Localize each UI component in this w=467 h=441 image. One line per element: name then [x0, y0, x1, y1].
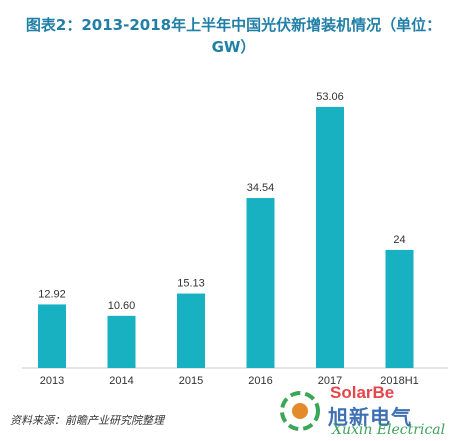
- tick-label-2017: 2017: [318, 375, 342, 387]
- bar-2017: [316, 106, 344, 368]
- watermark-solarbe: SolarBe: [330, 383, 395, 402]
- value-label-2013: 12.92: [38, 288, 66, 300]
- chart-title-line1: 图表2：2013-2018年上半年中国光伏新增装机情况（单位：: [25, 16, 442, 34]
- bar-2016: [246, 198, 275, 368]
- chart-title: 图表2：2013-2018年上半年中国光伏新增装机情况（单位： GW）: [0, 14, 467, 58]
- watermark-cn: 旭新电气: [328, 405, 412, 429]
- value-label-2014: 10.60: [108, 300, 136, 312]
- watermark-logo-icon: [280, 391, 320, 431]
- tick-label-2013: 2013: [40, 375, 64, 387]
- value-label-2016: 34.54: [247, 182, 275, 194]
- bar-2013: [38, 304, 66, 368]
- value-label-2015: 15.13: [177, 278, 205, 290]
- tick-label-2016: 2016: [248, 375, 272, 387]
- source-note: 资料来源：前瞻产业研究院整理: [10, 414, 164, 427]
- bar-2018H1: [385, 249, 414, 368]
- watermark: SolarBe 旭新电气 Xuxin Electrical: [270, 383, 460, 438]
- tick-label-2014: 2014: [109, 375, 133, 387]
- chart-title-line2: GW）: [211, 38, 256, 56]
- value-label-2017: 53.06: [316, 91, 344, 103]
- bar-2015: [177, 293, 205, 368]
- watermark-en: Xuxin Electrical: [332, 422, 446, 438]
- tick-label-2018H1: 2018H1: [380, 375, 419, 387]
- tick-label-2015: 2015: [179, 375, 203, 387]
- bar-2014: [107, 315, 136, 368]
- value-label-2018H1: 24: [393, 234, 405, 246]
